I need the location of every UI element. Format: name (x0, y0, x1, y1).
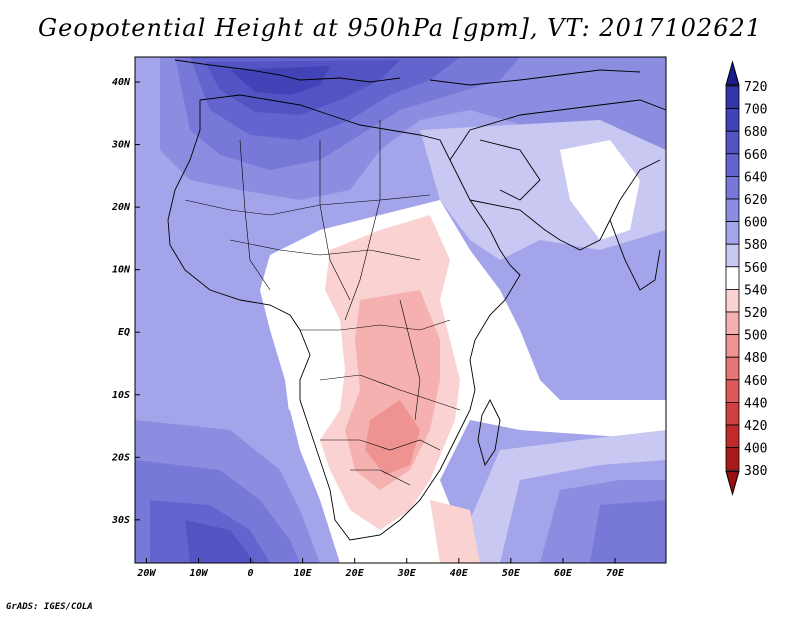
latitude-axis: 40N 30N 20N 10N EQ 10S 20S 30S (111, 77, 140, 526)
lat-tick-label: 10N (112, 265, 131, 276)
colorbar-swatch (725, 85, 740, 110)
colorbar-label: 640 (744, 170, 767, 185)
lon-tick-label: 60E (554, 568, 573, 579)
colorbar-label: 480 (744, 351, 767, 366)
colorbar-swatch (725, 288, 740, 313)
colorbar-swatch (725, 424, 740, 449)
colorbar-max-arrow (725, 60, 740, 86)
colorbar-swatch (725, 198, 740, 223)
colorbar-label: 520 (744, 306, 767, 321)
footer-credit: GrADS: IGES/COLA (6, 602, 93, 612)
colorbar-label: 540 (744, 283, 767, 298)
colorbar-label: 400 (744, 442, 767, 457)
borders (184, 120, 461, 486)
colorbar-swatch (725, 243, 740, 268)
colorbar-swatch (725, 130, 740, 155)
lon-tick-label: 70E (606, 568, 625, 579)
lat-tick-label: 10S (112, 390, 130, 401)
colorbar-swatch (725, 311, 740, 336)
colorbar-label: 440 (744, 396, 767, 411)
colorbar-swatch (725, 356, 740, 381)
colorbar-swatch (725, 175, 740, 200)
colorbar-swatch (725, 221, 740, 245)
colorbar: 720 700 680 660 640 620 600 580 560 540 520 500 480 4… (725, 60, 767, 497)
colorbar-swatch (725, 401, 740, 426)
lon-tick-label: 30E (397, 568, 417, 579)
lat-tick-label: 30N (111, 140, 131, 151)
colorbar-swatch (725, 153, 740, 177)
lat-tick-label: 40N (112, 77, 131, 88)
map-title: Geopotential Height at 950hPa [gpm], VT:… (38, 14, 762, 42)
map-frame (134, 56, 667, 564)
lon-tick-label: 50E (502, 568, 521, 579)
lat-tick-label: EQ (118, 327, 130, 338)
colorbar-swatch (725, 334, 740, 358)
colorbar-label: 620 (744, 193, 767, 208)
lat-tick-label: 20S (111, 452, 130, 463)
lon-tick-label: 40E (450, 568, 469, 579)
longitude-axis: 20W 10W 0 10E 20E 30E 40E 50E 60E 70E (136, 558, 625, 579)
colorbar-label: 660 (744, 148, 767, 163)
lon-tick-label: 0 (248, 568, 254, 579)
colorbar-label: 560 (744, 261, 767, 276)
colorbar-label: 600 (744, 216, 767, 231)
lat-tick-label: 20N (111, 202, 131, 213)
colorbar-label: 420 (744, 419, 767, 434)
lon-tick-label: 20W (136, 568, 156, 579)
colorbar-swatch (725, 108, 740, 132)
colorbar-swatch (725, 447, 740, 471)
lat-tick-label: 30S (111, 515, 130, 526)
colorbar-label: 380 (744, 464, 767, 479)
colorbar-label: 720 (744, 80, 767, 95)
colorbar-min-arrow (725, 470, 740, 497)
lon-tick-label: 10E (294, 568, 313, 579)
lon-tick-label: 10W (189, 568, 208, 579)
colorbar-label: 500 (744, 329, 767, 344)
colorbar-label: 580 (744, 238, 767, 253)
colorbar-label: 680 (744, 125, 767, 140)
coastlines (167, 59, 666, 541)
colorbar-swatch (725, 266, 740, 290)
lon-tick-label: 20E (345, 568, 365, 579)
height-field (135, 57, 666, 563)
colorbar-label: 700 (744, 103, 767, 118)
colorbar-swatch (725, 379, 740, 403)
colorbar-label: 460 (744, 374, 767, 389)
